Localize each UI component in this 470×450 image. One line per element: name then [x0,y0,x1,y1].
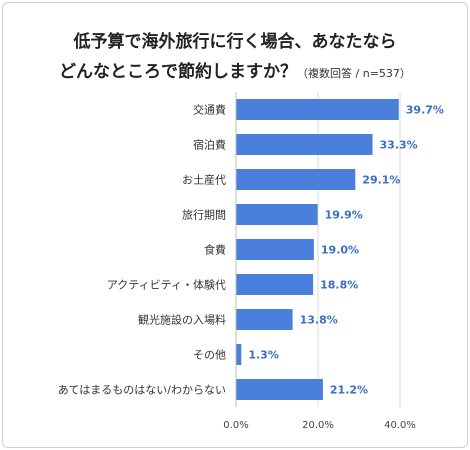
bar [236,309,293,330]
category-label: お土産代 [182,174,226,187]
chart-title-text2: どんなところで節約しますか？ [59,62,298,82]
x-tick-label: 20.0% [302,420,334,431]
category-label: 交通費 [193,103,226,117]
chart-title-text1: 低予算で海外旅行に行く場合、あなたなら [73,32,397,52]
chart-subtitle: （複数回答 / n=537） [297,67,411,80]
value-label: 33.3% [380,139,418,152]
bar [236,134,373,155]
category-label: 旅行期間 [182,208,226,222]
value-label: 13.8% [300,314,338,327]
value-label: 19.0% [321,244,359,257]
value-label: 39.7% [406,104,444,117]
bar [236,99,399,120]
value-label: 19.9% [325,209,363,222]
x-tick-label: 40.0% [384,420,416,431]
value-label: 21.2% [330,384,368,397]
value-label: 29.1% [362,174,400,187]
category-label: アクティビティ・体験代 [107,278,226,292]
bar [236,344,242,365]
bar [236,169,356,190]
category-label: 食費 [204,243,226,257]
category-label: その他 [193,349,226,362]
chart-title-line2: どんなところで節約しますか？（複数回答 / n=537） [0,57,470,82]
chart-title-line1: 低予算で海外旅行に行く場合、あなたなら [0,27,470,52]
value-label: 1.3% [248,349,279,362]
bar [236,274,314,295]
category-label: 観光施設の入場料 [138,313,226,327]
value-label: 18.8% [320,279,358,292]
category-label: 宿泊費 [193,138,226,152]
bar [236,379,323,400]
x-tick-label: 0.0% [223,420,248,431]
category-label: あてはまるものはない/わからない [58,384,226,397]
bar [236,239,314,260]
bar [236,204,318,225]
